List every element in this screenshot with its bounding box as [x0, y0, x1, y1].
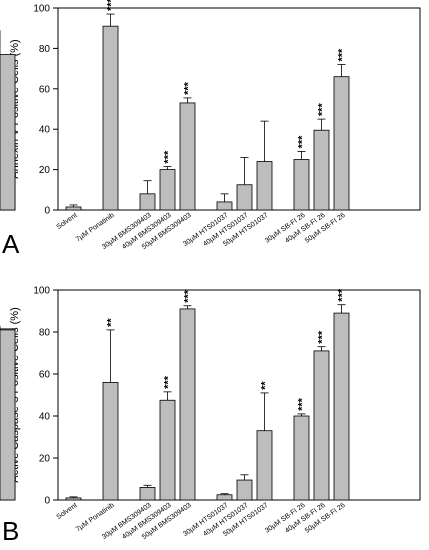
- bar: [256, 161, 273, 211]
- significance-label: ***: [0, 0, 14, 3]
- significance-label: ***: [183, 81, 195, 95]
- bar: [0, 54, 16, 211]
- y-tick-label: 100: [33, 286, 50, 297]
- bar: [179, 102, 196, 211]
- x-tick-label: Solvent: [55, 502, 78, 521]
- significance-label: ***: [0, 0, 14, 3]
- bar: [102, 381, 119, 501]
- significance-label: ***: [337, 288, 349, 302]
- bar: [216, 494, 233, 501]
- bar: [313, 350, 330, 501]
- significance-label: ***: [163, 375, 175, 389]
- significance-label: ***: [317, 103, 329, 117]
- bar: [236, 479, 253, 501]
- bar: [216, 201, 233, 211]
- y-tick-label: 20: [39, 454, 51, 465]
- significance-label: ***: [297, 135, 309, 149]
- bar: [65, 497, 82, 501]
- significance-label: ***: [0, 0, 14, 3]
- y-tick-label: 100: [33, 4, 50, 15]
- significance-label: **: [260, 381, 272, 390]
- y-tick-label: 40: [39, 412, 51, 423]
- panel-label: A: [2, 229, 20, 259]
- bar: [159, 399, 176, 501]
- bar: [159, 169, 176, 211]
- y-tick-label: 20: [39, 165, 51, 176]
- significance-label: ***: [317, 330, 329, 344]
- bar: [256, 430, 273, 501]
- significance-label: ***: [0, 0, 14, 3]
- y-tick-label: 0: [44, 206, 50, 217]
- bar: [102, 25, 119, 211]
- y-tick-label: 80: [39, 328, 51, 339]
- significance-label: ***: [163, 150, 175, 164]
- y-tick-label: 80: [39, 44, 51, 55]
- panel-a: 020406080100Annexin V Positive Cells (%)…: [0, 0, 421, 259]
- bar: [139, 193, 156, 211]
- bar: [236, 184, 253, 211]
- significance-label: ***: [337, 48, 349, 62]
- bar: [139, 486, 156, 501]
- panel-b: 020406080100Active Caspase-3 Positive Ce…: [0, 0, 421, 546]
- significance-label: ***: [0, 0, 14, 3]
- bar: [293, 415, 310, 501]
- significance-label: ***: [183, 289, 195, 303]
- significance-label: ***: [297, 397, 309, 411]
- bar: [313, 129, 330, 211]
- y-tick-label: 60: [39, 84, 51, 95]
- significance-label: ***: [0, 0, 14, 3]
- y-tick-label: 60: [39, 370, 51, 381]
- bar: [333, 76, 350, 211]
- bar: [0, 329, 16, 501]
- x-tick-label: Solvent: [55, 212, 78, 231]
- significance-label: **: [106, 318, 118, 327]
- y-tick-label: 40: [39, 125, 51, 136]
- y-tick-label: 0: [44, 496, 50, 507]
- panel-label: B: [2, 516, 19, 546]
- bar: [333, 312, 350, 501]
- bar: [65, 206, 82, 211]
- bar: [179, 308, 196, 501]
- significance-label: ***: [106, 0, 118, 11]
- bar: [293, 159, 310, 211]
